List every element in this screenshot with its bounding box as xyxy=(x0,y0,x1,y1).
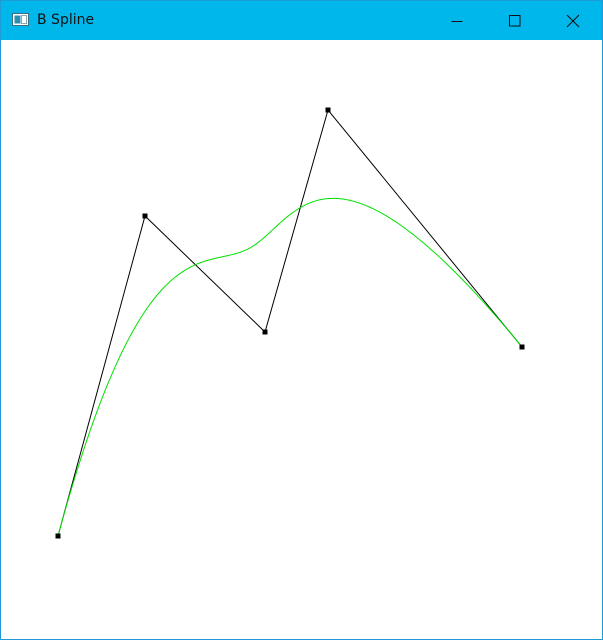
control-point-3[interactable] xyxy=(262,329,268,335)
minimize-button[interactable] xyxy=(428,1,486,40)
maximize-icon xyxy=(509,14,521,26)
spline-curve xyxy=(57,197,523,537)
control-point-2[interactable] xyxy=(142,213,148,219)
drawing-canvas[interactable] xyxy=(1,40,602,639)
close-icon xyxy=(566,14,580,27)
control-point-1[interactable] xyxy=(55,533,61,539)
close-button[interactable] xyxy=(544,1,602,40)
control-point-5[interactable] xyxy=(519,344,525,350)
title-bar[interactable]: B Spline xyxy=(1,1,602,40)
spline-plot xyxy=(55,107,525,539)
control-point-4[interactable] xyxy=(325,107,331,113)
app-icon xyxy=(12,13,29,26)
control-polygon xyxy=(57,108,523,537)
window-title: B Spline xyxy=(37,12,95,28)
maximize-button[interactable] xyxy=(486,1,544,40)
minimize-icon xyxy=(451,20,463,22)
